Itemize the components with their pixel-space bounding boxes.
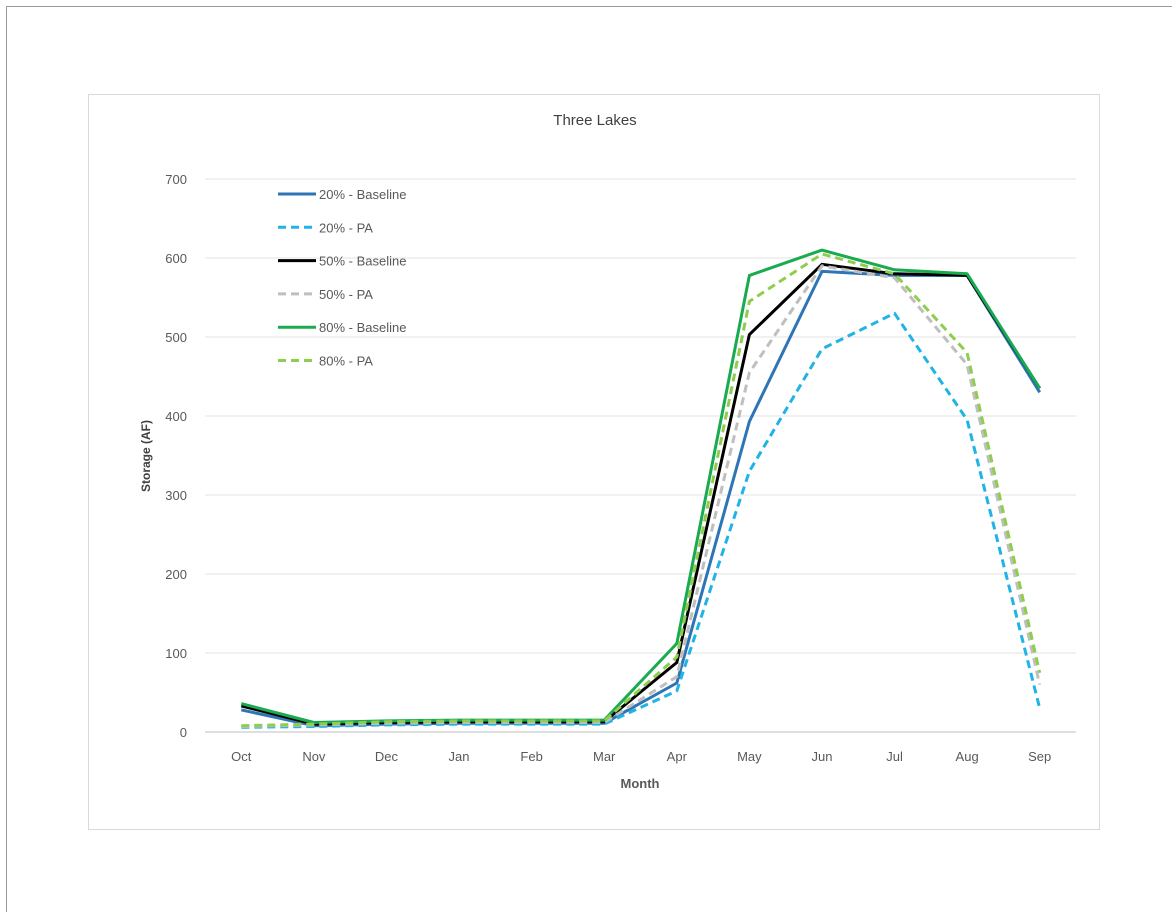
x-tick-label: May — [737, 749, 762, 764]
x-tick-label: Jul — [886, 749, 903, 764]
legend-label: 20% - PA — [319, 220, 373, 235]
y-tick-label: 200 — [165, 567, 187, 582]
y-tick-label: 100 — [165, 646, 187, 661]
y-tick-label: 700 — [165, 172, 187, 187]
y-tick-label: 300 — [165, 488, 187, 503]
series-line — [241, 311, 1042, 729]
chart-title: Three Lakes — [553, 112, 636, 129]
x-tick-label: Oct — [231, 749, 252, 764]
y-tick-labels: 0 100 200 300 400 500 600 700 — [165, 172, 187, 740]
series-line — [241, 252, 1042, 728]
legend-label: 80% - Baseline — [319, 320, 406, 335]
legend-label: 80% - PA — [319, 354, 373, 369]
x-tick-label: Dec — [375, 749, 399, 764]
x-tick-labels: Oct Nov Dec Jan Feb Mar Apr May Jun Jul Aug Sep — [231, 749, 1051, 764]
y-axis-label: Storage (AF) — [139, 420, 153, 492]
y-tick-label: 400 — [165, 409, 187, 424]
x-tick-label: Apr — [667, 749, 688, 764]
legend-label: 50% - PA — [319, 287, 373, 302]
legend-label: 20% - Baseline — [319, 187, 406, 202]
x-tick-label: Aug — [956, 749, 979, 764]
y-tick-label: 0 — [180, 725, 187, 740]
y-tick-label: 600 — [165, 251, 187, 266]
legend: 20% - Baseline 20% - PA 50% - Baseline 50% … — [278, 187, 406, 369]
legend-label: 50% - Baseline — [319, 254, 406, 269]
y-tick-label: 500 — [165, 330, 187, 345]
x-tick-label: Mar — [593, 749, 616, 764]
series-lines — [240, 248, 1042, 729]
x-tick-label: Sep — [1028, 749, 1051, 764]
x-tick-label: Jan — [449, 749, 470, 764]
x-tick-label: Feb — [520, 749, 542, 764]
x-axis-label: Month — [621, 776, 660, 791]
x-tick-label: Nov — [302, 749, 326, 764]
series-line — [240, 269, 1041, 728]
x-tick-label: Jun — [811, 749, 832, 764]
gridlines — [205, 178, 1076, 733]
